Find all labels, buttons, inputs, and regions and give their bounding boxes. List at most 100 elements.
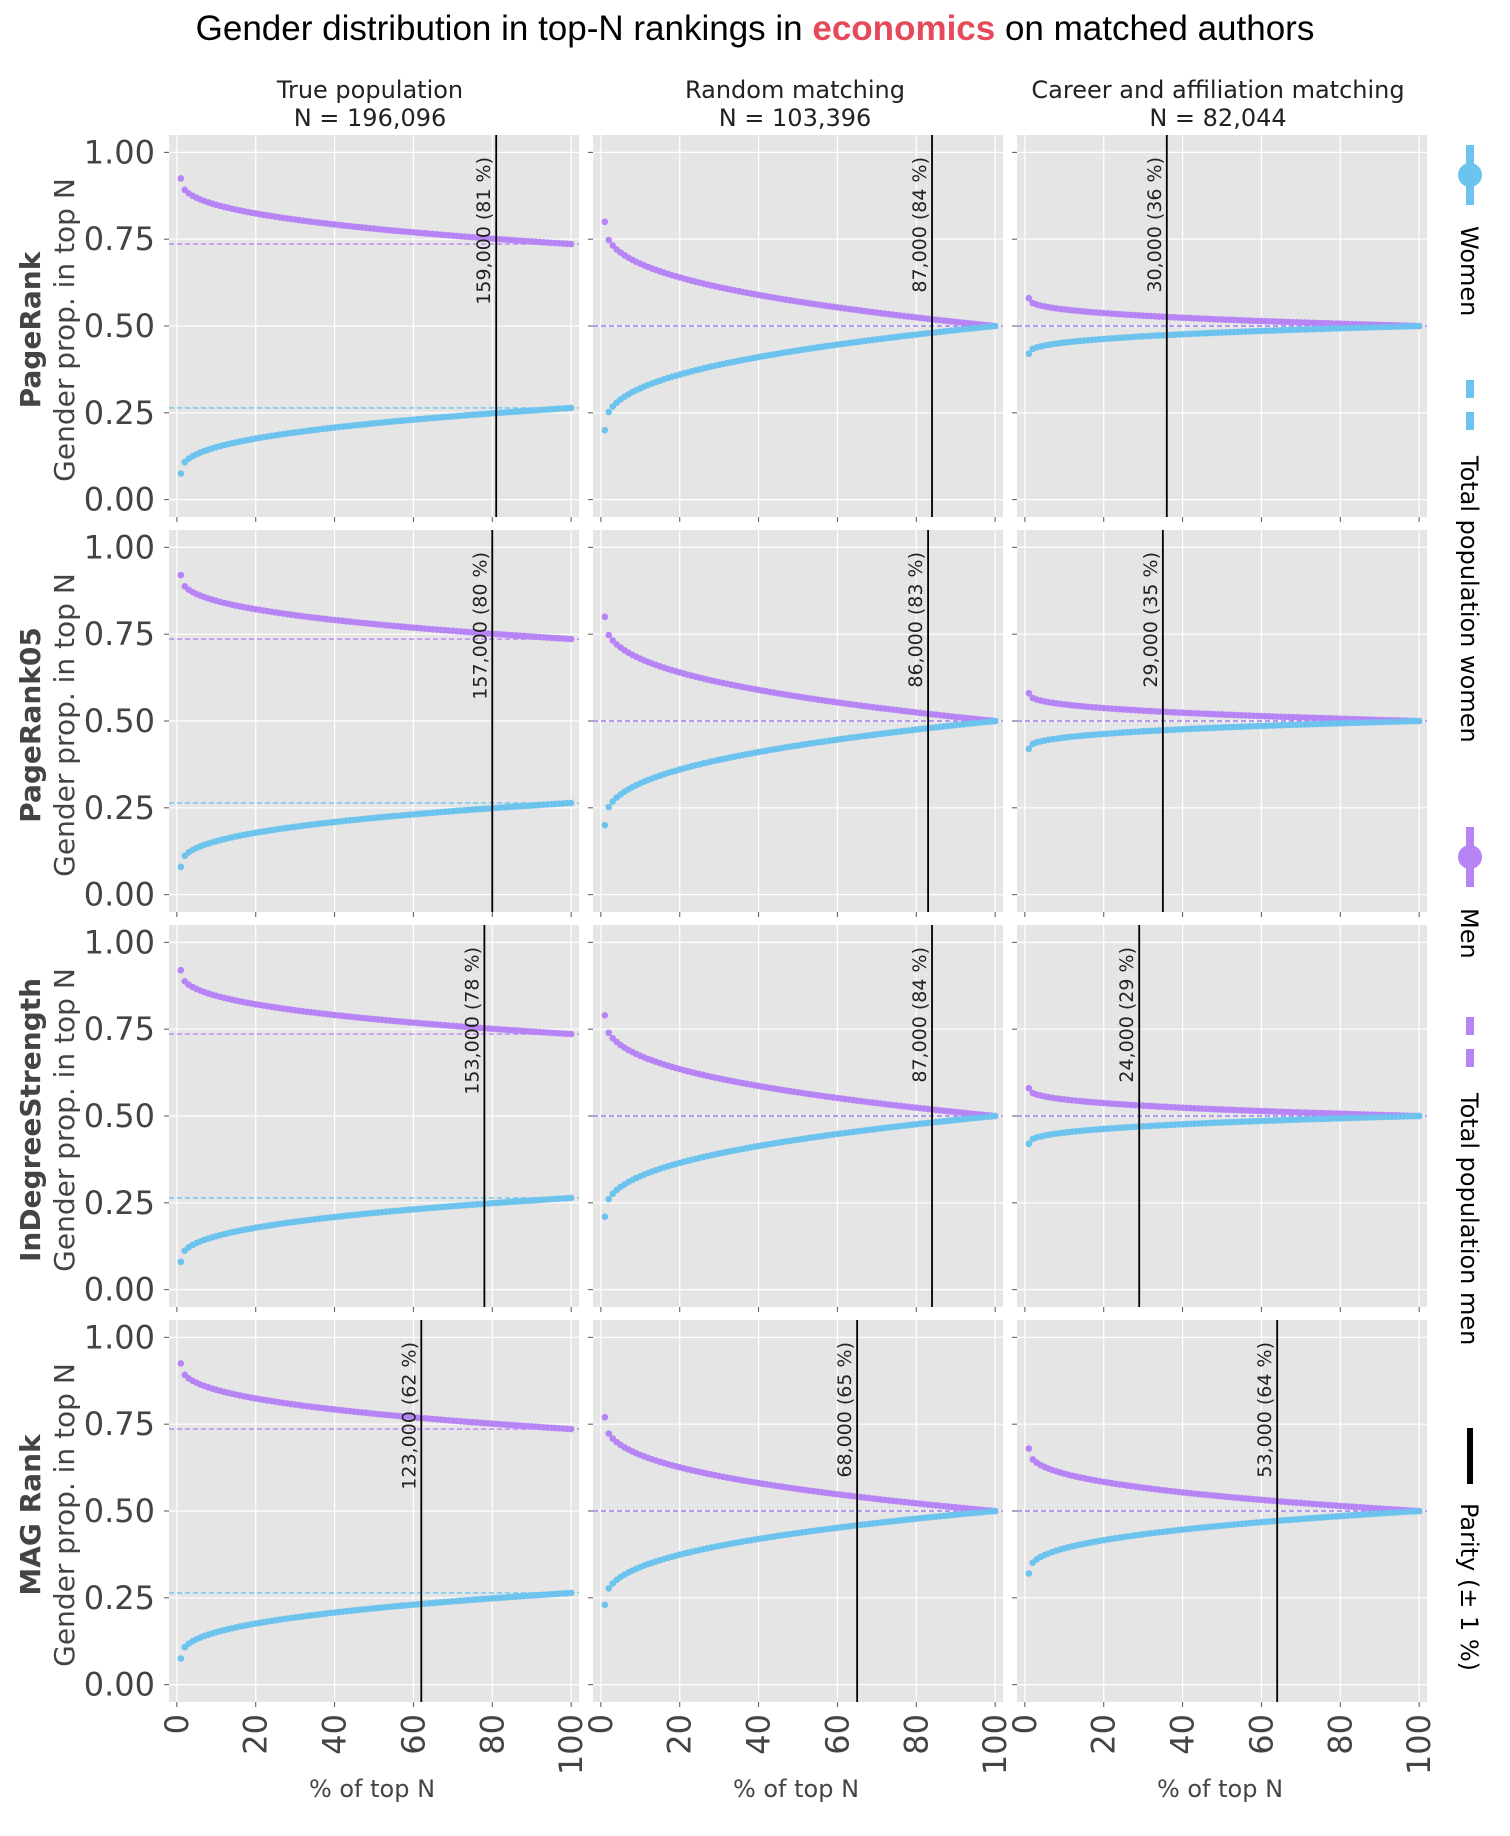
- legend: Women Total population women Men Total p…: [1455, 145, 1483, 1671]
- women-point: [177, 863, 185, 871]
- men-point: [605, 1029, 613, 1037]
- x-tick-label: 20: [661, 1714, 699, 1755]
- parity-label: 30,000 (36 %): [1144, 157, 1166, 293]
- men-point: [177, 966, 185, 974]
- x-tick-label: 0: [1006, 1714, 1044, 1734]
- x-tick-label: 100: [1400, 1714, 1438, 1775]
- men-point: [601, 1413, 609, 1421]
- men-point: [177, 571, 185, 579]
- title-prefix: Gender distribution in top-N rankings in: [196, 9, 813, 48]
- women-point: [605, 1195, 613, 1203]
- legend-total-women-label: Total population women: [1455, 455, 1483, 743]
- women-point: [601, 821, 609, 829]
- parity-label: 153,000 (78 %): [461, 947, 483, 1095]
- parity-label: 68,000 (65 %): [834, 1342, 856, 1478]
- x-tick-label: 60: [394, 1714, 432, 1755]
- women-point: [567, 799, 575, 807]
- men-point: [567, 1425, 575, 1433]
- women-point: [601, 1601, 609, 1609]
- xlabel-col-1: % of top N: [309, 1775, 435, 1803]
- y-tick-label: 0.50: [84, 702, 155, 740]
- panel-r0-c2: 30,000 (36 %): [1012, 135, 1427, 522]
- men-point: [1025, 294, 1033, 302]
- panel-r1-c0: 157,000 (80 %) 0.00 0.25 0.50 0.75 1.00: [84, 528, 579, 917]
- women-point: [605, 408, 613, 416]
- women-point: [1415, 717, 1423, 725]
- men-point: [177, 175, 185, 182]
- panel-r1-c2: 29,000 (35 %): [1012, 530, 1427, 917]
- men-point: [567, 635, 575, 643]
- x-tick-label: 40: [316, 1714, 354, 1755]
- women-point: [1415, 1507, 1423, 1515]
- women-point: [991, 1507, 999, 1515]
- x-tick-label: 40: [740, 1714, 778, 1755]
- legend-item-total-women: Total population women: [1455, 380, 1483, 743]
- legend-item-women: Women: [1455, 145, 1483, 316]
- y-tick-label: 0.00: [84, 1271, 155, 1309]
- women-point: [177, 470, 185, 477]
- y-tick-label: 0.75: [84, 1405, 155, 1443]
- title-suffix: on matched authors: [995, 9, 1314, 48]
- men-point: [605, 1430, 613, 1437]
- x-tick-label: 0: [158, 1714, 196, 1734]
- column-title-true-population: True population: [276, 76, 463, 104]
- legend-item-total-men: Total population men: [1455, 1017, 1483, 1345]
- women-point: [567, 404, 575, 412]
- row-label-indegreestrength: InDegreeStrength: [14, 978, 47, 1262]
- women-point: [601, 426, 609, 434]
- legend-parity-label: Parity (± 1 %): [1455, 1503, 1483, 1671]
- parity-label: 157,000 (80 %): [469, 552, 491, 700]
- y-tick-label: 0.25: [84, 394, 155, 432]
- men-point: [601, 613, 609, 621]
- women-point: [1415, 322, 1423, 330]
- y-tick-label: 0.00: [84, 876, 155, 914]
- y-tick-label: 0.50: [84, 1492, 155, 1530]
- y-tick-label: 0.25: [84, 1579, 155, 1617]
- parity-label: 87,000 (84 %): [909, 947, 931, 1083]
- column-n-random-matching: N = 103,396: [719, 104, 872, 132]
- legend-women-marker: [1458, 163, 1482, 187]
- panel-r0-c0: 159,000 (81 %) 0.00 0.25 0.50 0.75 1.00: [84, 133, 579, 522]
- y-tick-label: 0.00: [84, 481, 155, 519]
- panel-r2-c0: 153,000 (78 %) 0.00 0.25 0.50 0.75 1.00: [84, 923, 579, 1312]
- panels: 159,000 (81 %) 0.00 0.25 0.50 0.75 1.00 87,000…: [84, 133, 1438, 1775]
- figure-title: Gender distribution in top-N rankings in…: [196, 9, 1315, 48]
- row-ylabel-pagerank: Gender prop. in top N: [48, 178, 81, 482]
- legend-item-parity: Parity (± 1 %): [1455, 1428, 1483, 1671]
- y-tick-label: 1.00: [84, 923, 155, 961]
- x-tick-label: 60: [1242, 1714, 1280, 1755]
- men-point: [177, 1360, 185, 1367]
- men-point: [1025, 1084, 1033, 1092]
- x-tick-label: 100: [552, 1714, 590, 1775]
- women-point: [1025, 1140, 1033, 1148]
- x-tick-label: 80: [473, 1714, 511, 1755]
- y-tick-label: 0.75: [84, 1010, 155, 1048]
- row-ylabel-pagerank05: Gender prop. in top N: [48, 573, 81, 877]
- panel-r0-c1: 87,000 (84 %): [588, 135, 1003, 522]
- x-tick-label: 100: [976, 1714, 1014, 1775]
- women-point: [605, 1585, 613, 1592]
- women-point: [605, 803, 613, 811]
- row-label-pagerank05: PageRank05: [14, 627, 47, 823]
- parity-label: 29,000 (35 %): [1140, 552, 1162, 688]
- legend-men-label: Men: [1455, 908, 1483, 959]
- women-point: [177, 1258, 185, 1266]
- legend-item-men: Men: [1455, 827, 1483, 959]
- men-point: [601, 218, 609, 226]
- column-n-true-population: N = 196,096: [294, 104, 447, 132]
- men-point: [605, 236, 613, 244]
- women-point: [991, 1112, 999, 1120]
- y-tick-label: 0.50: [84, 1097, 155, 1135]
- y-tick-label: 0.25: [84, 789, 155, 827]
- column-title-career-affiliation: Career and affiliation matching: [1031, 76, 1404, 104]
- parity-label: 87,000 (84 %): [909, 157, 931, 293]
- y-tick-label: 0.00: [84, 1666, 155, 1704]
- xlabel-col-2: % of top N: [733, 1775, 859, 1803]
- men-point: [567, 240, 575, 248]
- x-tick-label: 20: [237, 1714, 275, 1755]
- women-point: [1025, 1570, 1033, 1577]
- y-tick-label: 1.00: [84, 1318, 155, 1356]
- panel-r3-c0: 123,000 (62 %) 0.00 0.25 0.50 0.75 1.00 0 20 40 6…: [84, 1318, 590, 1775]
- x-tick-label: 60: [818, 1714, 856, 1755]
